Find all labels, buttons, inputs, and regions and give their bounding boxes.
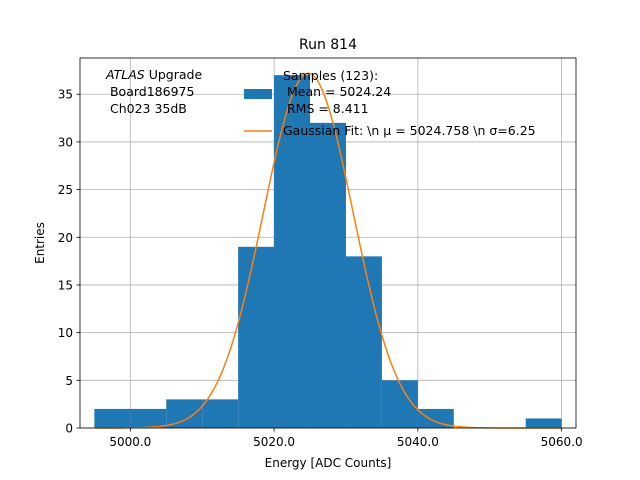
- x-tick-label-3: 5060.0: [541, 435, 583, 449]
- x-axis-ticks: 5000.0 5020.0 5040.0 5060.0: [109, 428, 583, 449]
- y-tick-label-2: 10: [58, 326, 73, 340]
- y-tick-label-7: 35: [58, 88, 73, 102]
- y-tick-label-5: 25: [58, 183, 73, 197]
- legend-samples-line1: Samples (123):: [283, 68, 378, 83]
- y-tick-label-4: 20: [58, 231, 73, 245]
- histogram-bar-6: [310, 122, 346, 428]
- histogram-bar-2: [166, 399, 203, 428]
- histogram-bar-0: [94, 408, 131, 428]
- x-axis-label: Energy [ADC Counts]: [265, 456, 392, 470]
- x-tick-label-0: 5000.0: [109, 435, 151, 449]
- legend-fit-label: Gaussian Fit: \n μ = 5024.758 \n σ=6.25: [283, 123, 536, 138]
- atlas-annotation: ATLAS Upgrade Board186975 Ch023 35dB: [105, 67, 202, 116]
- y-tick-label-1: 5: [65, 374, 73, 388]
- legend: Samples (123): Mean = 5024.24 RMS = 8.41…: [244, 68, 536, 138]
- annotation-line-board: Board186975: [106, 84, 194, 99]
- legend-samples-line3: RMS = 8.411: [283, 101, 369, 116]
- legend-histogram-patch: [244, 89, 272, 99]
- annotation-line-channel: Ch023 35dB: [106, 101, 187, 116]
- histogram-bar-1: [130, 408, 167, 428]
- annotation-line-atlas: ATLAS Upgrade: [105, 67, 202, 82]
- histogram-bar-4: [238, 246, 275, 428]
- plot-frame: [79, 57, 577, 429]
- chart-title: Run 814: [299, 37, 357, 53]
- y-tick-label-0: 0: [65, 422, 73, 436]
- y-axis-label: Entries: [33, 222, 47, 264]
- x-tick-label-2: 5040.0: [397, 435, 439, 449]
- y-axis-ticks: 0 5 10 15 20 25 30 35: [58, 88, 80, 436]
- x-tick-label-1: 5020.0: [253, 435, 295, 449]
- histogram-bar-7: [345, 256, 382, 428]
- y-tick-label-6: 30: [58, 135, 73, 149]
- histogram-bar-12: [525, 418, 562, 428]
- legend-samples-line2: Mean = 5024.24: [283, 84, 391, 99]
- histogram-bar-3: [202, 399, 239, 428]
- y-tick-label-3: 15: [58, 278, 73, 292]
- histogram-bar-9: [417, 408, 454, 428]
